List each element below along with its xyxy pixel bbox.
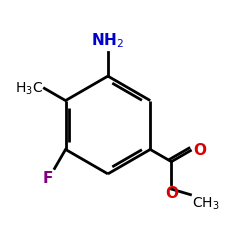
Text: F: F	[43, 171, 53, 186]
Text: O: O	[165, 186, 178, 200]
Text: H$_3$C: H$_3$C	[15, 80, 43, 96]
Text: O: O	[193, 143, 206, 158]
Text: NH$_2$: NH$_2$	[92, 32, 124, 50]
Text: CH$_3$: CH$_3$	[192, 196, 219, 212]
